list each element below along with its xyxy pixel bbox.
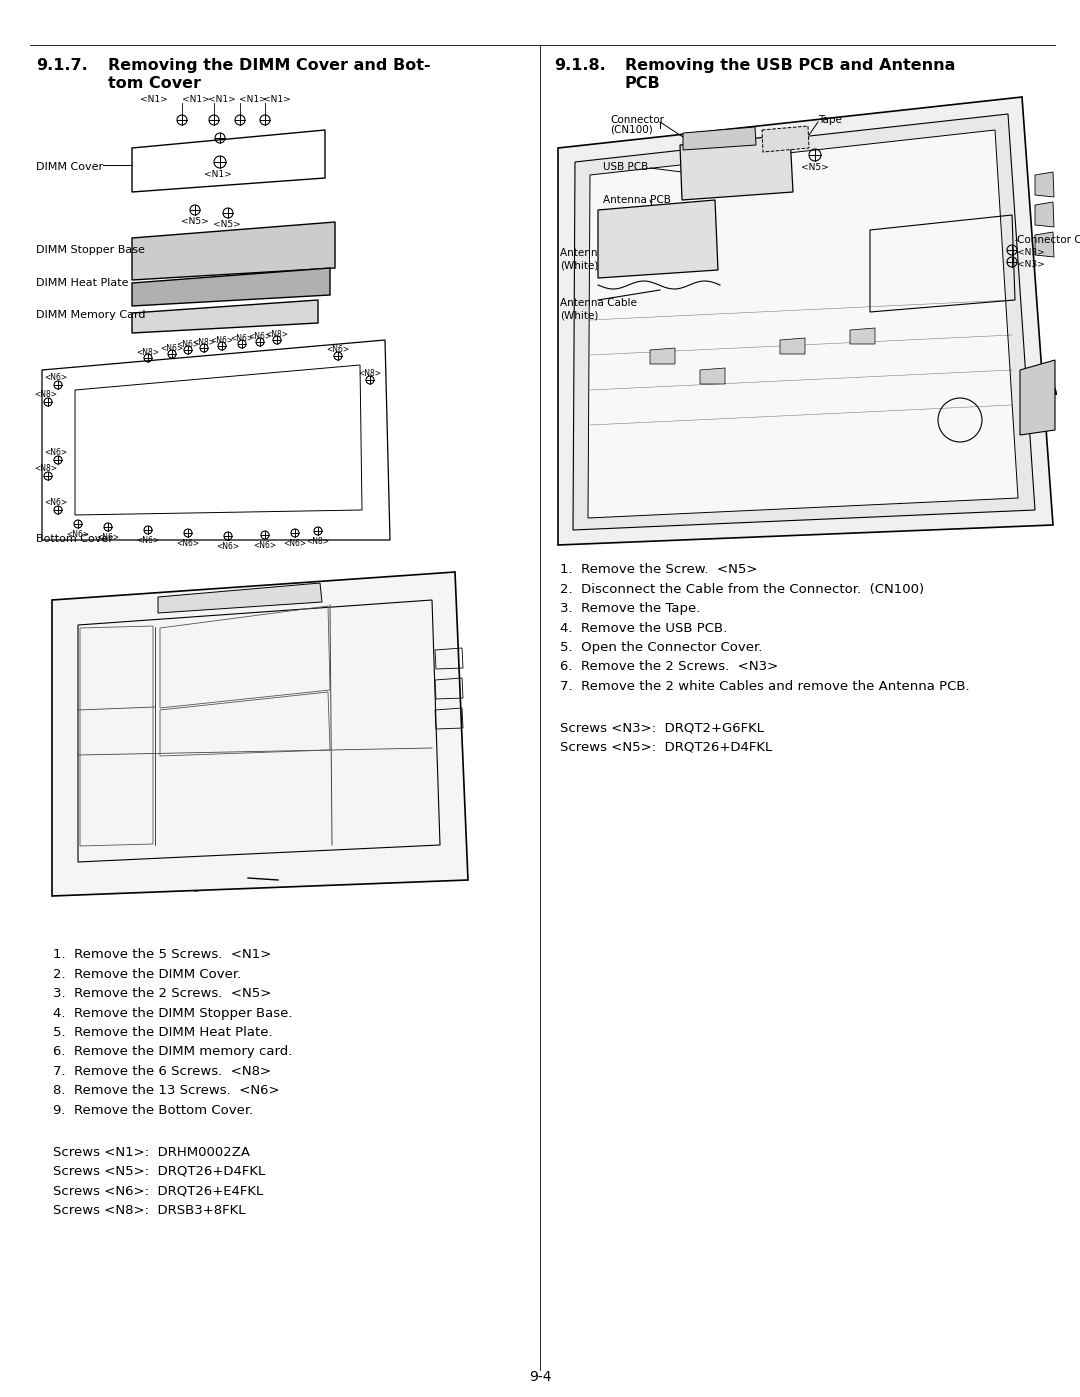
Text: 6.  Remove the DIMM memory card.: 6. Remove the DIMM memory card. [53, 1045, 293, 1059]
Text: <N6>: <N6> [216, 542, 240, 550]
Text: Removing the USB PCB and Antenna: Removing the USB PCB and Antenna [625, 59, 956, 73]
Text: Removing the DIMM Cover and Bot-: Removing the DIMM Cover and Bot- [108, 59, 431, 73]
Text: 7.  Remove the 2 white Cables and remove the Antenna PCB.: 7. Remove the 2 white Cables and remove … [561, 680, 970, 693]
Text: 9.1.7.: 9.1.7. [36, 59, 87, 73]
Polygon shape [1035, 232, 1054, 257]
Polygon shape [588, 130, 1018, 518]
Text: 9-4: 9-4 [529, 1370, 551, 1384]
Text: <N6>: <N6> [44, 497, 68, 507]
Text: 5.  Open the Connector Cover.: 5. Open the Connector Cover. [561, 641, 762, 654]
Text: <N1>: <N1> [264, 95, 291, 103]
Text: Antenna Cable: Antenna Cable [561, 249, 637, 258]
Polygon shape [158, 583, 322, 613]
Text: <N6>: <N6> [283, 539, 307, 548]
Text: <N8>: <N8> [266, 330, 288, 339]
Text: <N1>: <N1> [204, 170, 232, 179]
Polygon shape [132, 300, 318, 332]
Text: <N5>: <N5> [181, 217, 208, 226]
Text: <N6>: <N6> [44, 373, 68, 381]
Text: <N8>: <N8> [35, 464, 57, 474]
Text: Connector Cover: Connector Cover [1017, 235, 1080, 244]
Text: 4.  Remove the USB PCB.: 4. Remove the USB PCB. [561, 622, 727, 634]
Polygon shape [850, 328, 875, 344]
Text: <N6>: <N6> [230, 334, 254, 344]
Polygon shape [132, 268, 330, 306]
Text: DIMM Cover: DIMM Cover [36, 162, 103, 172]
Text: PCB: PCB [625, 75, 661, 91]
Text: Screws <N6>:  DRQT26+E4FKL: Screws <N6>: DRQT26+E4FKL [53, 1185, 264, 1197]
Polygon shape [680, 136, 793, 200]
Text: <N8>: <N8> [359, 369, 381, 379]
Text: 4.  Remove the DIMM Stopper Base.: 4. Remove the DIMM Stopper Base. [53, 1006, 293, 1020]
Text: <N8>: <N8> [35, 390, 57, 400]
Text: <N6>: <N6> [248, 332, 271, 341]
Text: <N6>: <N6> [161, 344, 184, 353]
Text: 9.1.8.: 9.1.8. [554, 59, 606, 73]
Text: <N6>: <N6> [176, 339, 200, 349]
Text: 6.  Remove the 2 Screws.  <N3>: 6. Remove the 2 Screws. <N3> [561, 661, 779, 673]
Text: <N1>: <N1> [208, 95, 235, 103]
Polygon shape [780, 338, 805, 353]
Polygon shape [762, 126, 809, 152]
Polygon shape [700, 367, 725, 384]
Text: Connector: Connector [610, 115, 664, 124]
Polygon shape [683, 127, 756, 149]
Text: <N8>: <N8> [192, 338, 216, 346]
Text: DIMM Heat Plate: DIMM Heat Plate [36, 278, 129, 288]
Text: Screws <N1>:  DRHM0002ZA: Screws <N1>: DRHM0002ZA [53, 1146, 249, 1158]
Text: <N6>: <N6> [326, 345, 350, 353]
Text: Antenna Cable: Antenna Cable [561, 298, 637, 307]
Text: 7.  Remove the 6 Screws.  <N8>: 7. Remove the 6 Screws. <N8> [53, 1065, 271, 1078]
Text: <N6>: <N6> [44, 448, 68, 457]
Text: DIMM Stopper Base: DIMM Stopper Base [36, 244, 145, 256]
Text: Screws <N5>:  DRQT26+D4FKL: Screws <N5>: DRQT26+D4FKL [53, 1165, 266, 1178]
Text: <N6>: <N6> [136, 536, 160, 545]
Text: <N6>: <N6> [96, 534, 120, 542]
Text: 3.  Remove the Tape.: 3. Remove the Tape. [561, 602, 700, 615]
Polygon shape [52, 571, 468, 895]
Text: (White): (White) [561, 260, 598, 270]
Text: USB PCB: USB PCB [603, 162, 648, 172]
Polygon shape [558, 96, 1053, 545]
Polygon shape [1020, 360, 1055, 434]
Text: Screws <N8>:  DRSB3+8FKL: Screws <N8>: DRSB3+8FKL [53, 1204, 245, 1217]
Text: 5.  Remove the DIMM Heat Plate.: 5. Remove the DIMM Heat Plate. [53, 1025, 272, 1039]
Polygon shape [132, 222, 335, 279]
Text: 2.  Remove the DIMM Cover.: 2. Remove the DIMM Cover. [53, 968, 241, 981]
Circle shape [259, 875, 267, 883]
Text: Antenna PCB: Antenna PCB [603, 196, 671, 205]
Polygon shape [1035, 172, 1054, 197]
Text: Bottom Cover: Bottom Cover [36, 534, 113, 543]
Text: <N3>: <N3> [1017, 249, 1044, 257]
Polygon shape [598, 200, 718, 278]
Text: <N6>: <N6> [176, 539, 200, 548]
Text: <N5>: <N5> [213, 219, 241, 229]
Polygon shape [650, 348, 675, 365]
Text: <N8>: <N8> [136, 348, 160, 358]
Text: <N8>: <N8> [307, 536, 329, 546]
Text: <N6>: <N6> [254, 541, 276, 550]
Text: <N1>: <N1> [239, 95, 267, 103]
Text: 3.  Remove the 2 Screws.  <N5>: 3. Remove the 2 Screws. <N5> [53, 988, 271, 1000]
Text: Screws <N3>:  DRQT2+G6FKL: Screws <N3>: DRQT2+G6FKL [561, 721, 764, 735]
Text: <N3>: <N3> [1017, 260, 1044, 270]
Text: <N1>: <N1> [140, 95, 167, 103]
Text: <N1>: <N1> [183, 95, 210, 103]
Text: tom Cover: tom Cover [108, 75, 201, 91]
Text: (CN100): (CN100) [610, 124, 652, 136]
Text: (White): (White) [561, 310, 598, 320]
Text: 9.  Remove the Bottom Cover.: 9. Remove the Bottom Cover. [53, 1104, 253, 1118]
Polygon shape [1035, 203, 1054, 226]
Polygon shape [573, 115, 1035, 529]
Text: <N6>: <N6> [67, 529, 90, 539]
Text: Screws <N5>:  DRQT26+D4FKL: Screws <N5>: DRQT26+D4FKL [561, 740, 772, 754]
Text: 1.  Remove the Screw.  <N5>: 1. Remove the Screw. <N5> [561, 563, 757, 576]
Text: 2.  Disconnect the Cable from the Connector.  (CN100): 2. Disconnect the Cable from the Connect… [561, 583, 924, 595]
Text: DIMM Memory Card: DIMM Memory Card [36, 310, 146, 320]
Text: 1.  Remove the 5 Screws.  <N1>: 1. Remove the 5 Screws. <N1> [53, 949, 271, 961]
Text: Tape: Tape [818, 115, 842, 124]
Text: <N5>: <N5> [801, 163, 828, 172]
Text: 8.  Remove the 13 Screws.  <N6>: 8. Remove the 13 Screws. <N6> [53, 1084, 280, 1098]
Text: <N6>: <N6> [211, 337, 233, 345]
